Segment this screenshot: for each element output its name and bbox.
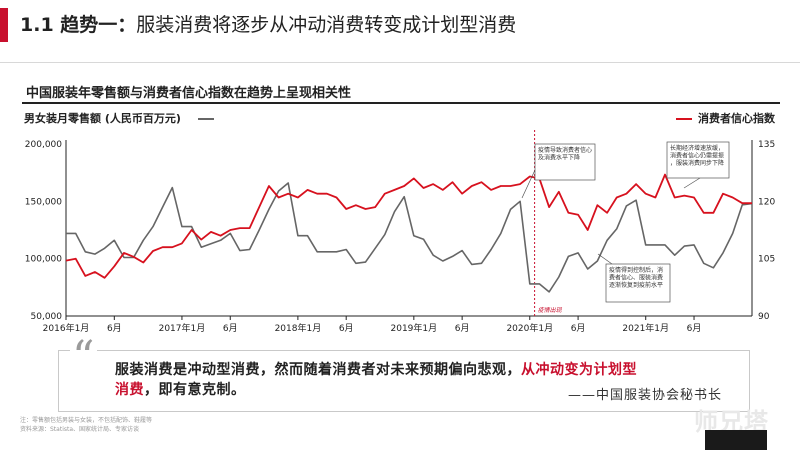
quote-highlight-1: 从冲动变为计划型 bbox=[521, 362, 637, 378]
right-axis-label: 消费者信心指数 bbox=[698, 111, 776, 125]
x-tick-label: 2020年1月 bbox=[506, 322, 553, 334]
slide-title: 1.1 趋势一：服装消费将逐步从冲动消费转变成计划型消费 bbox=[20, 10, 516, 40]
x-tick-label: 6月 bbox=[107, 323, 122, 334]
annotation-box bbox=[666, 141, 730, 179]
quote-box bbox=[58, 350, 750, 412]
series-line-retail bbox=[66, 182, 753, 293]
right-tick-label: 135 bbox=[758, 140, 775, 150]
x-tick-label: 6月 bbox=[223, 323, 238, 334]
footnote-line-2: 资料来源：Statista、国家统计局、专家访谈 bbox=[20, 426, 140, 433]
footnote-line-1: 注：零售额包括男装与女装，不包括配饰、鞋履等 bbox=[20, 417, 153, 424]
event-marker-label: 疫情出现 bbox=[538, 306, 563, 314]
quote-author: ——中国服装协会秘书长 bbox=[567, 388, 722, 403]
left-axis-label: 男女装月零售额 (人民币百万元) bbox=[24, 111, 181, 125]
annotation-leader bbox=[597, 253, 613, 265]
x-tick-label: 2021年1月 bbox=[622, 322, 669, 334]
series-line-confidence bbox=[65, 173, 752, 279]
x-tick-label: 6月 bbox=[571, 323, 586, 334]
footnote: 注：零售额包括男装与女装，不包括配饰、鞋履等 资料来源：Statista、国家统… bbox=[20, 416, 152, 434]
annotation-leader bbox=[683, 177, 701, 189]
annotation-text: 疫情得到控制后，消费者信心、服装消费逐渐恢复到疫前水平 bbox=[609, 266, 663, 289]
right-tick-label: 105 bbox=[758, 255, 775, 265]
line-chart: 男女装月零售额 (人民币百万元) 消费者信心指数 200,000 150,000 100… bbox=[24, 111, 776, 334]
annotation-leader bbox=[521, 169, 536, 199]
x-tick-label: 6月 bbox=[339, 323, 354, 334]
left-tick-label: 200,000 bbox=[25, 140, 62, 150]
x-tick-label: 2016年1月 bbox=[43, 322, 90, 334]
x-tick-label: 2019年1月 bbox=[391, 322, 438, 334]
quote-text-post: ，即有意克制。 bbox=[144, 382, 246, 398]
left-tick-label: 100,000 bbox=[25, 255, 62, 265]
left-tick-label: 50,000 bbox=[31, 312, 63, 322]
annotation-text: 疫情导致消费者信心及消费水平下降 bbox=[538, 146, 592, 162]
annotation-box bbox=[534, 143, 596, 181]
left-tick-label: 150,000 bbox=[25, 197, 62, 207]
annotation-box bbox=[605, 263, 671, 303]
chart-title-rule bbox=[22, 102, 780, 104]
quote-text-pre: 服装消费是冲动型消费，然而随着消费者对未来预期偏向悲观， bbox=[115, 362, 521, 378]
title-accent-bar bbox=[0, 8, 8, 42]
right-tick-label: 90 bbox=[758, 312, 770, 322]
quote-mark-icon: “ bbox=[70, 332, 97, 383]
quote-highlight-2: 消费 bbox=[115, 382, 144, 398]
corner-decoration bbox=[705, 430, 767, 450]
title-divider bbox=[0, 62, 800, 63]
x-tick-label: 2018年1月 bbox=[275, 322, 322, 334]
chart-title: 中国服装年零售额与消费者信心指数在趋势上呈现相关性 bbox=[26, 86, 352, 101]
x-tick-label: 6月 bbox=[687, 323, 702, 334]
slide-title-text: 服装消费将逐步从冲动消费转变成计划型消费 bbox=[136, 14, 517, 36]
right-tick-label: 120 bbox=[758, 197, 775, 207]
slide-number-label: 1.1 趋势一： bbox=[20, 14, 137, 36]
x-tick-label: 6月 bbox=[455, 323, 470, 334]
x-tick-label: 2017年1月 bbox=[159, 322, 206, 334]
annotation-text: 长期经济增速放缓，消费者信心仍需提振，服装消费同步下降 bbox=[670, 144, 724, 167]
quote-text: 服装消费是冲动型消费，然而随着消费者对未来预期偏向悲观，从冲动变为计划型消费，即… bbox=[115, 360, 730, 400]
